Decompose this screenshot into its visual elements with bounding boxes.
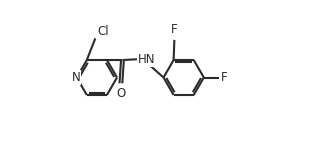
- Text: HN: HN: [138, 53, 156, 66]
- Text: N: N: [72, 71, 80, 84]
- Text: O: O: [116, 87, 126, 100]
- Text: F: F: [171, 23, 178, 36]
- Text: F: F: [221, 71, 228, 84]
- Text: Cl: Cl: [97, 25, 109, 38]
